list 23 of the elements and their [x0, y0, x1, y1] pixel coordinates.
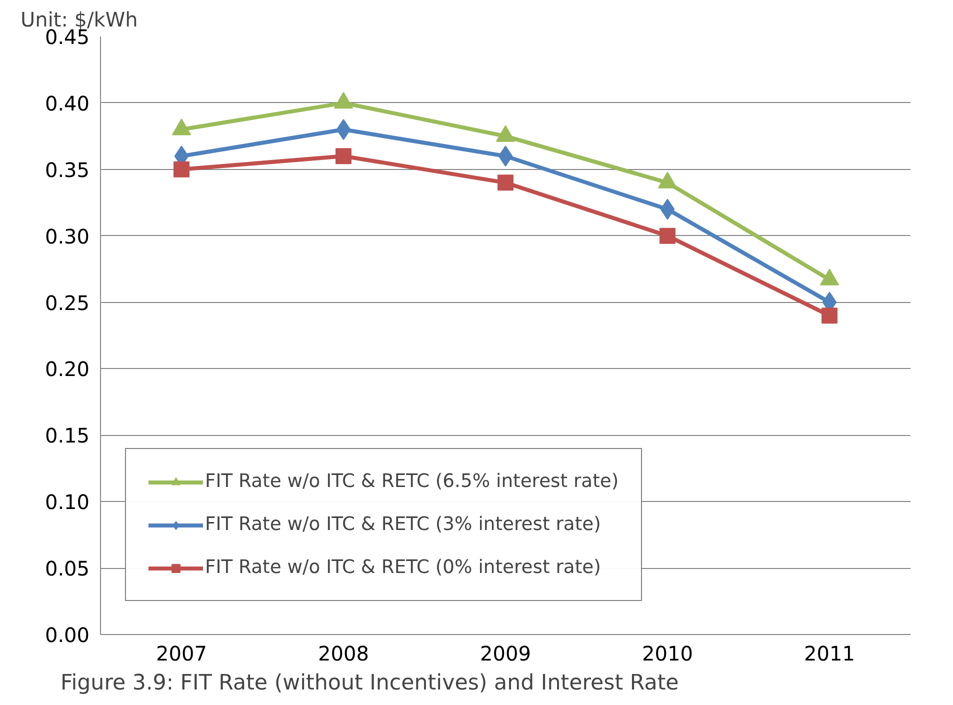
point: [660, 228, 676, 244]
point: [498, 174, 514, 191]
y-tick-label: 0.15: [44, 424, 90, 448]
point: [174, 161, 190, 178]
y-tick-label: 0.35: [44, 158, 90, 182]
y-tick-label: 0.30: [44, 224, 90, 248]
x-tick-label: 2008: [318, 642, 369, 666]
x-tick-label: 2007: [156, 642, 207, 666]
x-tick-label: 2011: [804, 642, 855, 666]
caption: Figure 3.9: FIT Rate (without Incentives) and Interest Rate: [60, 670, 679, 696]
y-tick-label: 0.00: [44, 623, 90, 647]
point: [822, 308, 838, 324]
point: [336, 148, 352, 164]
legend-label: FIT Rate w/o ITC & RETC (6.5% interest rate): [205, 471, 619, 492]
y-tick-label: 0.05: [44, 556, 90, 581]
x-tick-label: 2010: [642, 642, 693, 666]
y-tick-label: 0.10: [44, 490, 90, 514]
x-tick-label: 2009: [480, 642, 531, 666]
y-tick-label: 0.20: [44, 357, 90, 382]
y-tick-label: 0.40: [44, 91, 90, 116]
legend-label: FIT Rate w/o ITC & RETC (3% interest rate): [205, 514, 601, 535]
y-tick-label: 0.25: [44, 290, 90, 315]
legend-label: FIT Rate w/o ITC & RETC (0% interest rate): [205, 557, 601, 578]
